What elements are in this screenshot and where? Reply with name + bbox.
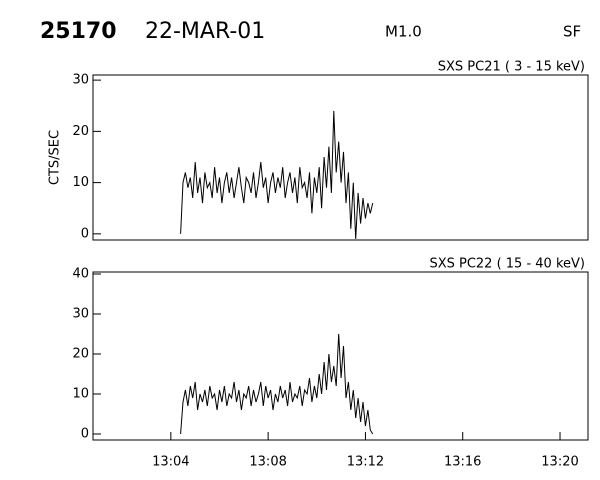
x-tick-label: 13:12	[347, 455, 384, 470]
header-date: 22-MAR-01	[145, 19, 265, 44]
plot-frame	[92, 74, 589, 241]
plot-title: SXS PC22 ( 15 - 40 keV)	[429, 257, 585, 272]
x-tick-label: 13:16	[444, 455, 481, 470]
data-line	[180, 110, 374, 240]
y-tick-label: 0	[81, 427, 89, 442]
y-tick-label: 30	[72, 307, 89, 322]
y-tick-label: 10	[72, 175, 89, 190]
plot-frame	[92, 271, 589, 441]
x-tick-label: 13:04	[152, 455, 189, 470]
y-axis-label: CTS/SEC	[48, 130, 63, 185]
plot-title: SXS PC21 ( 3 - 15 keV)	[438, 60, 585, 75]
y-tick-label: 20	[72, 124, 89, 139]
data-line	[180, 333, 374, 435]
x-tick-label: 13:08	[249, 455, 286, 470]
y-tick-label: 30	[72, 73, 89, 88]
x-tick-label: 13:20	[541, 455, 578, 470]
y-tick-label: 20	[72, 347, 89, 362]
y-tick-label: 10	[72, 387, 89, 402]
header-class: M1.0	[385, 23, 422, 41]
header-code: SF	[563, 23, 581, 41]
header-id: 25170	[40, 19, 117, 44]
y-tick-label: 0	[81, 226, 89, 241]
y-tick-label: 40	[72, 267, 89, 282]
